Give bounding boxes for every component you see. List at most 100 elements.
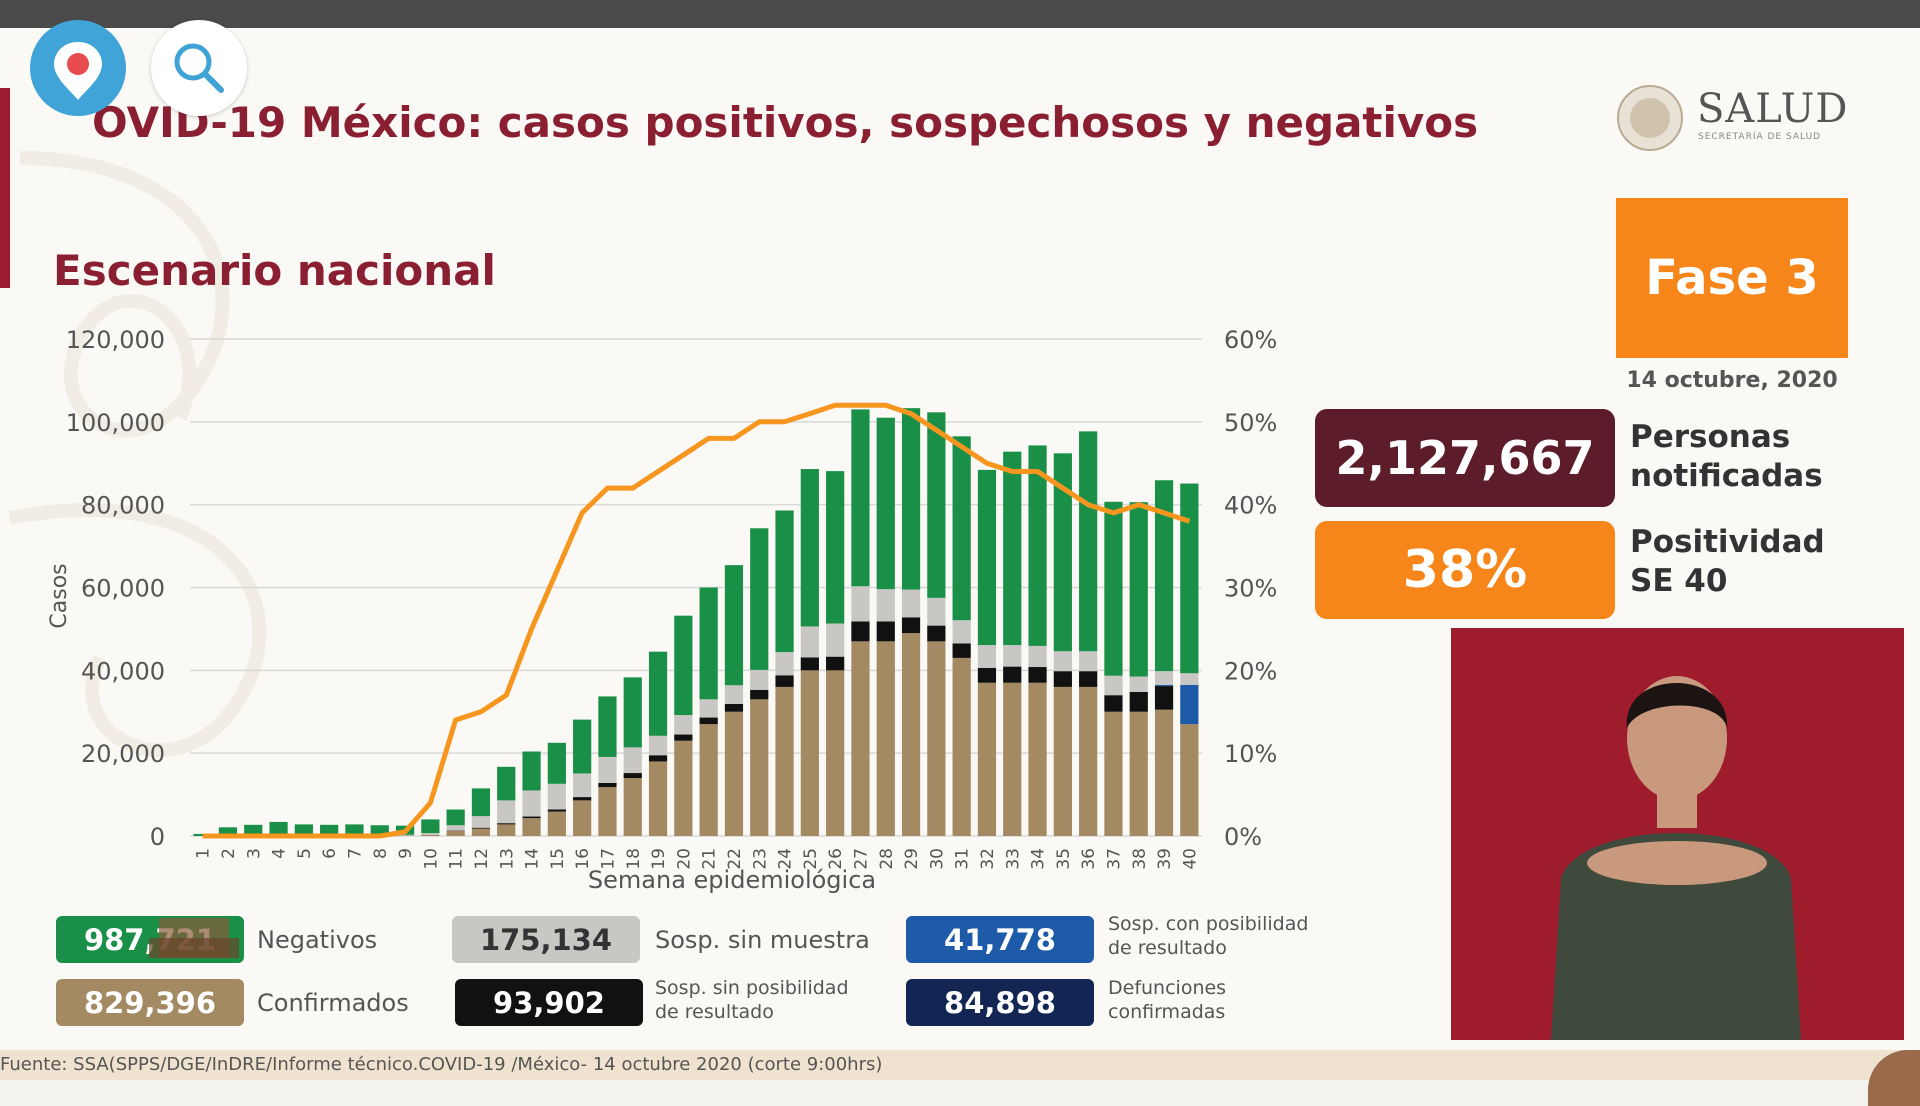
bar-segment	[851, 586, 870, 622]
x-tick-label: 11	[447, 848, 467, 870]
bar-segment	[1053, 671, 1072, 687]
bar-segment	[1104, 695, 1123, 712]
bar-segment	[1104, 711, 1123, 836]
bar-segment	[1003, 682, 1022, 836]
bar-segment	[927, 625, 946, 642]
bar-segment	[1129, 676, 1148, 692]
sign-language-interpreter-video	[1451, 628, 1904, 1040]
notified-label-line1: Personas	[1630, 419, 1791, 455]
bar-segment	[471, 827, 491, 829]
bar-segment	[471, 788, 491, 817]
bar-segment	[1028, 445, 1047, 646]
y-tick-label: 80,000	[81, 492, 165, 520]
bar-segment	[1028, 682, 1047, 836]
x-tick-label: 36	[1079, 848, 1099, 870]
x-tick-label: 26	[826, 848, 846, 870]
bar-segment	[800, 657, 819, 671]
positivity-label-line1: Positividad	[1630, 524, 1825, 560]
bar-segment	[497, 823, 516, 825]
bar-segment	[522, 790, 541, 817]
x-tick-label: 23	[750, 848, 770, 870]
chart-gridlines	[190, 338, 1202, 837]
bar-segment	[320, 824, 339, 836]
defunciones-label-line1: Defunciones	[1108, 977, 1227, 999]
x-tick-label: 15	[548, 848, 568, 870]
x-tick-label: 33	[1003, 848, 1023, 870]
bar-segment	[1003, 666, 1022, 683]
x-tick-label: 1	[194, 848, 214, 859]
x-tick-label: 28	[877, 848, 897, 870]
y-axis-ticks: 0 20,000 40,000 60,000 80,000 100,000 120,000	[66, 326, 165, 851]
x-tick-label: 6	[320, 848, 340, 859]
bar-segment	[1079, 686, 1098, 836]
sin-posibilidad-label-line1: Sosp. sin posibilidad	[655, 977, 849, 999]
x-tick-label: 38	[1130, 848, 1150, 870]
search-button[interactable]	[151, 20, 247, 116]
bar-segment	[218, 827, 238, 836]
bar-segment	[421, 833, 440, 835]
bar-segment	[1129, 711, 1148, 836]
bar-segment	[901, 617, 921, 634]
x-tick-label: 37	[1104, 848, 1124, 870]
bar-segment	[497, 800, 516, 824]
x-axis-ticks: 1 2 3 4 5 6 7 8 9 10 11 12 13 14 15 16 17 18 19 20 21 22 23 24 2…	[194, 848, 1201, 870]
y2-tick-label: 40%	[1224, 492, 1277, 520]
bar-segment	[623, 778, 642, 836]
bar-segment	[471, 816, 491, 828]
bar-segment	[876, 589, 895, 622]
sin-muestra-label: Sosp. sin muestra	[655, 926, 870, 954]
notified-label: Personas notificadas	[1630, 418, 1823, 496]
y-tick-label: 40,000	[81, 657, 165, 685]
bar-segment	[421, 819, 440, 834]
bar-segment	[927, 641, 946, 836]
x-tick-label: 39	[1155, 848, 1175, 870]
bar-segment	[750, 669, 769, 690]
y2-tick-label: 50%	[1224, 409, 1277, 437]
bar-segment	[927, 412, 946, 598]
y-tick-label: 0	[150, 823, 165, 851]
phase-badge: Fase 3	[1616, 198, 1848, 358]
x-tick-label: 29	[902, 848, 922, 870]
bar-segment	[775, 686, 794, 836]
bar-segment	[623, 773, 642, 779]
bar-segment	[648, 761, 668, 836]
y2-tick-label: 20%	[1224, 657, 1277, 685]
bar-segment	[446, 809, 465, 826]
bar-segment	[927, 597, 946, 626]
x-tick-label: 9	[396, 848, 416, 859]
bar-segment	[674, 734, 693, 741]
bar-segment	[522, 751, 541, 791]
bar-segment	[901, 633, 921, 836]
bar-segment	[547, 783, 566, 810]
bar-segment	[977, 682, 997, 836]
y2-tick-label: 10%	[1224, 740, 1277, 768]
bar-segment	[826, 656, 845, 671]
bar-segment	[1180, 724, 1199, 836]
slide-subtitle: Escenario nacional	[53, 246, 496, 295]
confirmados-value: 829,396	[56, 979, 244, 1026]
bar-segment	[952, 643, 971, 658]
con-posibilidad-value: 41,778	[906, 916, 1094, 963]
bar-segment	[901, 589, 921, 618]
bar-segment	[977, 469, 997, 646]
bar-segment	[244, 824, 263, 836]
bar-segment	[446, 831, 465, 836]
y2-tick-label: 60%	[1224, 326, 1277, 354]
x-tick-label: 32	[978, 848, 998, 870]
x-tick-label: 18	[624, 848, 644, 870]
sin-posibilidad-label-line2: de resultado	[655, 1001, 774, 1023]
bar-segment	[1180, 483, 1199, 674]
bar-segment	[573, 800, 592, 836]
y-tick-label: 100,000	[66, 409, 165, 437]
bar-segment	[294, 824, 313, 836]
periscope-button[interactable]	[30, 20, 126, 116]
x-tick-label: 24	[776, 848, 796, 870]
brand-subtitle: SECRETARÍA DE SALUD	[1698, 132, 1822, 142]
bar-segment	[977, 667, 997, 683]
bar-segment	[826, 623, 845, 657]
bar-segment	[1129, 691, 1148, 712]
x-tick-label: 40	[1180, 848, 1200, 870]
brand-name: SALUD	[1697, 86, 1849, 132]
x-tick-label: 5	[295, 848, 315, 859]
y-tick-label: 20,000	[81, 740, 165, 768]
